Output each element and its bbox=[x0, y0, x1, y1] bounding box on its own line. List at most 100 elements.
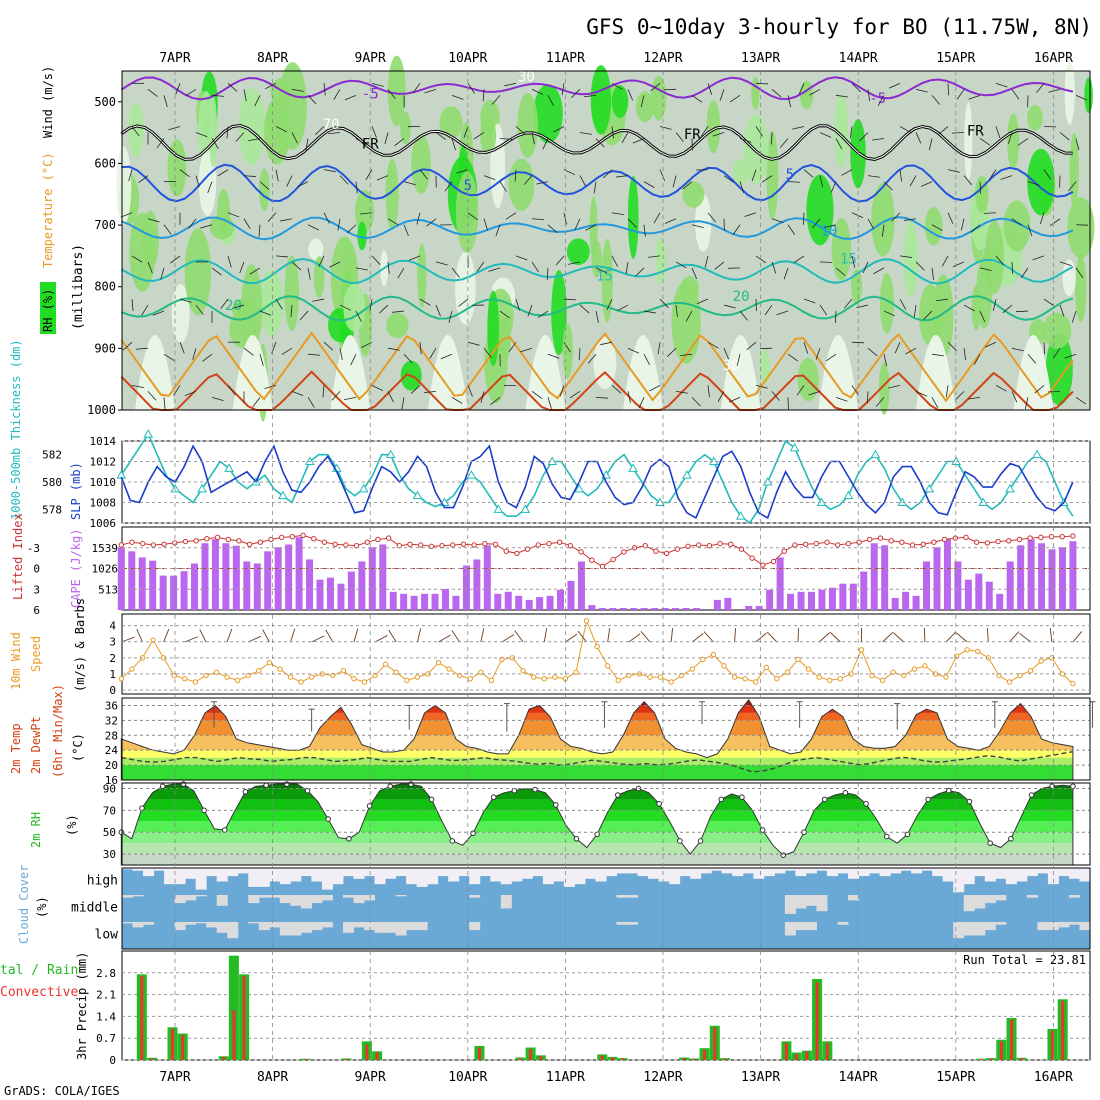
wind-barb bbox=[291, 261, 302, 271]
cape-bar bbox=[860, 571, 868, 610]
cloud-cell-middle bbox=[469, 895, 481, 898]
wind-barb bbox=[569, 391, 581, 399]
wind-barb bbox=[867, 89, 871, 102]
cape-bar bbox=[943, 539, 951, 610]
cloud-cell-high bbox=[427, 868, 439, 885]
wind-barb bbox=[811, 218, 821, 229]
cape-bar bbox=[557, 589, 565, 610]
wind-barb bbox=[297, 181, 309, 188]
cape-bar bbox=[421, 593, 429, 610]
wind-barb-2m bbox=[136, 629, 143, 643]
wind-barb-2m bbox=[670, 628, 674, 643]
dry-plume bbox=[232, 335, 273, 410]
wind-speed-marker bbox=[964, 647, 970, 653]
cloud-cell-high bbox=[837, 868, 849, 874]
rh-cell bbox=[517, 93, 539, 158]
wind-barb bbox=[1027, 224, 1033, 237]
cloud-cell-high bbox=[195, 868, 207, 890]
li-marker bbox=[503, 548, 509, 554]
temp-unit-label: (°C) bbox=[71, 733, 85, 762]
wind-barb bbox=[483, 347, 492, 358]
wind-barb bbox=[483, 218, 488, 231]
wind-barb bbox=[867, 175, 880, 178]
wind-speed-marker bbox=[827, 677, 833, 684]
rh-marker bbox=[1008, 835, 1014, 842]
isotherm-label: FR bbox=[684, 127, 701, 143]
wind-barb bbox=[387, 89, 396, 100]
li-marker bbox=[556, 539, 563, 545]
wind-speed-marker bbox=[1017, 672, 1023, 679]
li-marker bbox=[300, 532, 306, 538]
cloud-cell-low bbox=[395, 922, 407, 936]
wind-barb bbox=[307, 397, 315, 408]
cape-bar bbox=[755, 605, 763, 610]
wind-barb bbox=[488, 267, 501, 272]
wind-barb-2m bbox=[388, 629, 397, 643]
rh-cell bbox=[1084, 77, 1093, 114]
li-marker bbox=[514, 550, 520, 556]
cloud-cell-high bbox=[342, 868, 354, 877]
wind-barb bbox=[1043, 342, 1046, 355]
rh-marker bbox=[945, 787, 952, 794]
wind-speed-marker bbox=[182, 676, 188, 682]
cloud-cell-low bbox=[227, 922, 239, 939]
wind-barb bbox=[755, 82, 769, 85]
cloud-row-label: high bbox=[87, 874, 118, 889]
wind-barb bbox=[128, 169, 133, 182]
wind-speed-marker bbox=[446, 666, 452, 672]
wind-barb bbox=[755, 255, 767, 264]
wind-barb bbox=[875, 397, 885, 407]
rh-cell bbox=[562, 323, 573, 379]
wind-barb bbox=[787, 95, 792, 108]
wind-speed-marker bbox=[594, 643, 600, 650]
wind-barb bbox=[1059, 261, 1072, 266]
cloud-cell-high bbox=[353, 868, 365, 879]
wind-barb-2m bbox=[640, 630, 651, 643]
wind-barb bbox=[578, 348, 581, 361]
cloud-cell-low bbox=[374, 922, 386, 933]
wind-tick: 4 bbox=[109, 620, 116, 633]
cape-bar bbox=[640, 607, 648, 610]
wind-barb bbox=[371, 126, 377, 138]
rh-marker bbox=[139, 805, 145, 811]
cloud-cell-high bbox=[490, 868, 502, 882]
wind-barb bbox=[947, 169, 960, 173]
wind-barb bbox=[170, 255, 181, 264]
precip-conv-bar bbox=[222, 1056, 226, 1060]
li-marker bbox=[610, 556, 616, 563]
thickness-marker bbox=[628, 463, 638, 472]
li-marker bbox=[589, 557, 595, 563]
wind-barb bbox=[1011, 347, 1024, 352]
wind-barb bbox=[291, 132, 298, 144]
wind-barb bbox=[333, 89, 341, 100]
cloud-cell-high bbox=[300, 868, 312, 877]
isotherm-label: 30 bbox=[518, 69, 535, 85]
credit-text: GrADS: COLA/IGES bbox=[4, 1084, 120, 1098]
rh-band bbox=[122, 843, 1073, 855]
wind-speed-marker bbox=[404, 677, 410, 684]
cape-bar bbox=[347, 571, 355, 610]
wind-barb bbox=[483, 175, 496, 181]
li-marker bbox=[813, 540, 820, 547]
li-marker bbox=[621, 549, 627, 555]
wind-speed-marker bbox=[213, 669, 220, 676]
cloud-cell-high bbox=[143, 868, 155, 877]
cloud-cell-high bbox=[942, 868, 954, 882]
pressure-tick: 900 bbox=[94, 341, 116, 355]
cape-bar bbox=[128, 551, 136, 610]
cloud-cell-high bbox=[911, 868, 923, 874]
wind-barb bbox=[968, 396, 981, 400]
precip-conv-bar bbox=[1020, 1058, 1024, 1060]
wind-speed-marker bbox=[604, 663, 611, 669]
wind-barb bbox=[627, 89, 634, 101]
wind-barb bbox=[1020, 267, 1029, 279]
rh-legend-label: RH (%) bbox=[41, 289, 55, 332]
wind-barb-2m bbox=[956, 632, 968, 643]
cape-bar bbox=[598, 607, 606, 610]
bottom-date-label: 9APR bbox=[355, 1070, 386, 1085]
wind-barb bbox=[217, 169, 229, 177]
wind-speed-marker bbox=[393, 669, 399, 676]
cloud-cell-high bbox=[521, 868, 533, 879]
wind-barb-2m bbox=[374, 635, 388, 643]
cloud-cell-middle bbox=[321, 895, 333, 901]
